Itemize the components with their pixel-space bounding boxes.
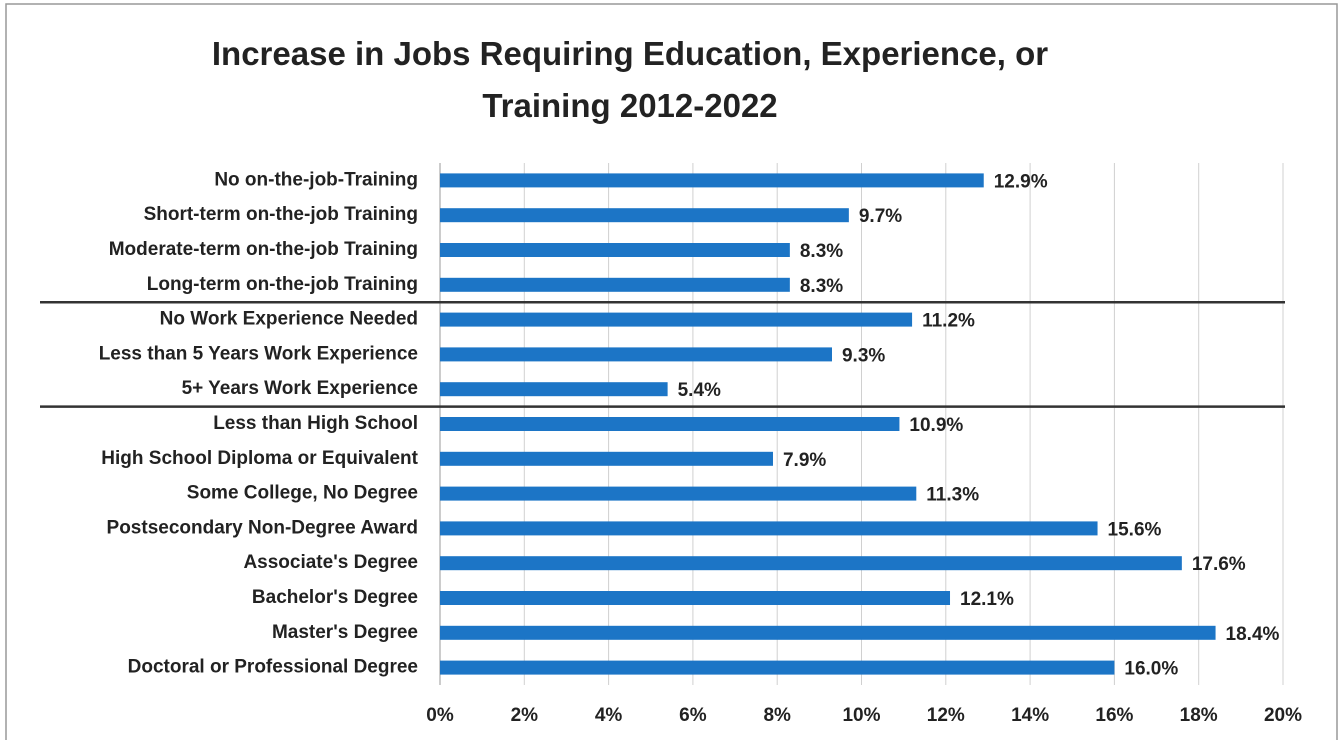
value-label: 10.9% [909,415,963,436]
value-label: 5.4% [678,380,721,401]
y-tick-label: Short-term on-the-job Training [144,204,418,225]
bar [440,625,1216,640]
y-tick-label: Doctoral or Professional Degree [128,657,418,678]
x-tick-label: 4% [595,705,623,726]
x-tick-label: 6% [679,705,707,726]
y-tick-label: Associate's Degree [243,552,418,573]
bar [440,660,1115,675]
bar [440,173,984,188]
frame [5,3,1338,740]
y-tick-label: Some College, No Degree [187,483,418,504]
y-tick-label: High School Diploma or Equivalent [101,448,418,469]
value-label: 12.1% [960,589,1014,610]
x-tick-label: 10% [842,705,880,726]
bar [440,208,849,223]
x-tick-label: 16% [1095,705,1133,726]
y-tick-label: 5+ Years Work Experience [182,378,418,399]
x-tick-label: 0% [426,705,454,726]
y-tick-label: Less than 5 Years Work Experience [99,343,418,364]
value-label: 11.3% [926,485,979,506]
bar [440,417,900,431]
x-tick-label: 20% [1264,705,1302,726]
bar [440,277,790,292]
x-tick-label: 2% [511,705,539,726]
bar [440,486,917,501]
chart-title: Increase in Jobs Requiring Education, Ex… [211,35,1049,124]
bar [440,347,832,362]
y-tick-label: No on-the-job-Training [214,169,418,190]
value-label: 8.3% [800,276,843,297]
value-label: 15.6% [1108,519,1162,540]
bar [440,521,1098,536]
y-tick-label: Moderate-term on-the-job Training [109,239,418,260]
y-tick-label: Bachelor's Degree [252,587,418,608]
x-tick-label: 12% [927,705,965,726]
value-label: 11.2% [922,311,975,332]
value-label: 9.3% [842,345,885,366]
value-label: 12.9% [994,171,1048,192]
bar [440,451,773,466]
y-tick-label: No Work Experience Needed [160,309,418,330]
y-tick-label: Postsecondary Non-Degree Award [107,517,418,538]
x-tick-label: 14% [1011,705,1049,726]
value-label: 7.9% [783,450,826,471]
y-tick-label: Long-term on-the-job Training [147,274,418,295]
value-label: 16.0% [1124,659,1178,680]
bar [440,591,951,605]
value-label: 17.6% [1192,554,1246,575]
y-tick-label: Master's Degree [272,622,418,643]
bar [440,556,1182,571]
bar [440,312,913,327]
y-tick-label: Less than High School [213,413,418,434]
value-label: 18.4% [1226,624,1280,645]
value-label: 8.3% [800,241,843,262]
value-label: 9.7% [859,206,902,227]
bar [440,382,668,397]
bar [440,243,790,257]
x-tick-label: 18% [1180,705,1218,726]
x-tick-label: 8% [763,705,791,726]
